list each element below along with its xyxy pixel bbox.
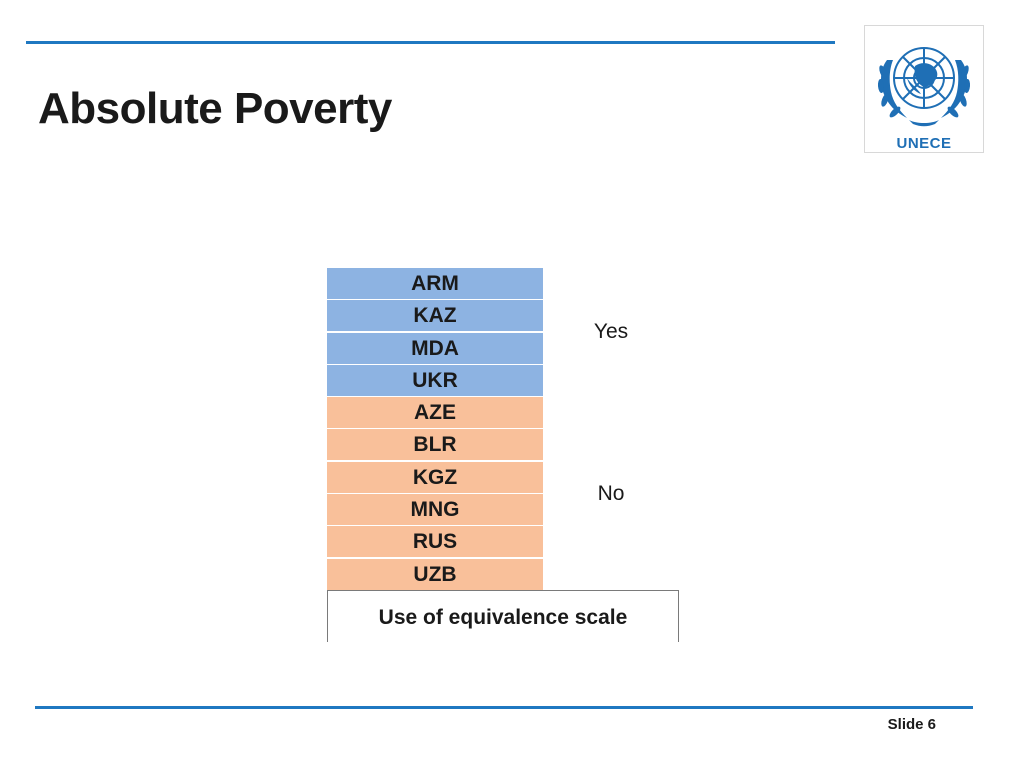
country-cell-ukr: UKR: [327, 364, 543, 396]
bottom-divider: [35, 706, 973, 709]
country-cell-blr: BLR: [327, 429, 543, 461]
country-cell-kgz: KGZ: [327, 461, 543, 493]
unece-logo: UNECE: [864, 25, 984, 153]
un-emblem-icon: [877, 47, 971, 127]
group-label-no: No: [597, 482, 625, 505]
country-cell-aze: AZE: [327, 397, 543, 429]
country-cell-mda: MDA: [327, 332, 543, 364]
country-cell-uzb: UZB: [327, 558, 543, 590]
table-caption: Use of equivalence scale: [327, 590, 679, 642]
country-cell-arm: ARM: [327, 268, 543, 299]
group-label-yes: Yes: [593, 320, 629, 343]
country-cell-kaz: KAZ: [327, 300, 543, 332]
top-divider: [26, 41, 835, 44]
logo-text: UNECE: [896, 135, 952, 152]
country-cell-rus: RUS: [327, 526, 543, 558]
country-cell-mng: MNG: [327, 494, 543, 526]
country-table: ARM KAZ MDA UKR AZE BLR KGZ MNG RUS UZB: [327, 268, 543, 591]
slide-number: Slide 6: [887, 716, 936, 733]
page-title: Absolute Poverty: [38, 84, 392, 133]
